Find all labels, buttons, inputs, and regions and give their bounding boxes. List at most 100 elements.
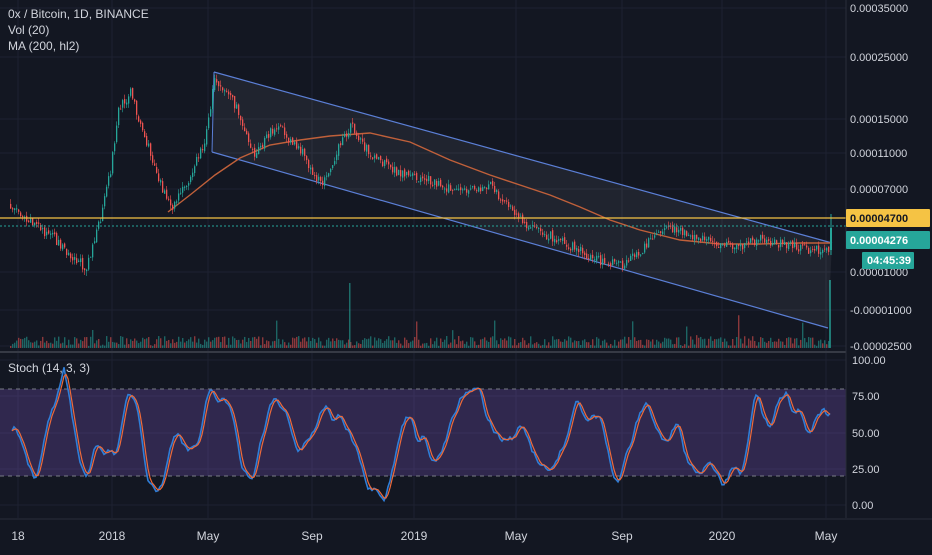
candle-body	[714, 243, 716, 245]
candle-body	[14, 208, 16, 211]
volume-bar	[492, 336, 494, 348]
volume-bar	[162, 345, 164, 348]
volume-bar	[166, 340, 168, 348]
volume-bar	[346, 342, 348, 348]
candle-body	[564, 237, 566, 244]
volume-bar	[590, 345, 592, 348]
candle-body	[414, 174, 416, 176]
candle-body	[602, 258, 604, 265]
volume-bar	[626, 343, 628, 348]
volume-bar	[822, 343, 824, 348]
volume-bar	[674, 343, 676, 348]
volume-bar	[514, 339, 516, 348]
volume-bar	[138, 343, 140, 348]
candle-body	[516, 213, 518, 215]
volume-bar	[50, 342, 52, 348]
candle-body	[426, 178, 428, 182]
candle-body	[456, 188, 458, 190]
volume-bar	[756, 345, 758, 348]
volume-bar	[56, 340, 58, 348]
candle-body	[188, 183, 190, 186]
candle-body	[584, 252, 586, 256]
candle-body	[244, 127, 246, 132]
volume-bar	[596, 337, 598, 348]
volume-bar	[800, 339, 802, 348]
volume-bar	[90, 336, 92, 348]
volume-bar	[98, 338, 100, 348]
candle-body	[208, 117, 210, 129]
stoch-title[interactable]: Stoch (14, 3, 3)	[8, 361, 91, 375]
candle-body	[794, 242, 796, 247]
volume-bar	[706, 345, 708, 348]
volume-bar	[634, 337, 636, 348]
candle-body	[408, 170, 410, 176]
volume-bar	[680, 345, 682, 348]
volume-bar	[540, 345, 542, 348]
candle-body	[806, 245, 808, 248]
candle-body	[622, 260, 624, 269]
candle-body	[234, 96, 236, 109]
volume-bar	[68, 339, 70, 348]
current-price-label-bg	[846, 231, 930, 249]
volume-bar	[144, 339, 146, 348]
candle-body	[632, 253, 634, 256]
descending-channel-drawing[interactable]	[211, 71, 833, 329]
candle-body	[124, 99, 126, 104]
volume-bar	[152, 345, 154, 348]
volume-bar	[248, 337, 250, 348]
volume-bar	[404, 337, 406, 348]
candle-body	[258, 146, 260, 155]
candle-body	[674, 226, 676, 233]
candle-body	[254, 147, 256, 157]
candle-body	[92, 244, 94, 258]
candle-body	[52, 232, 54, 235]
candle-body	[452, 189, 454, 191]
volume-bar	[66, 345, 68, 348]
candle-body	[778, 244, 780, 248]
candle-body	[518, 213, 520, 218]
volume-bar	[316, 342, 318, 348]
candle-body	[738, 244, 740, 246]
candle-body	[110, 174, 112, 177]
volume-bar	[704, 338, 706, 348]
volume-bar	[304, 337, 306, 348]
candle-body	[236, 104, 238, 109]
volume-bar	[460, 341, 462, 348]
candle-body	[782, 240, 784, 244]
price-axis-tick: 0.00015000	[850, 114, 908, 126]
candle-body	[740, 244, 742, 247]
volume-bar	[638, 340, 640, 348]
candle-body	[490, 181, 492, 185]
candle-body	[430, 176, 432, 185]
volume-bar	[252, 337, 254, 348]
volume-bar	[812, 337, 814, 348]
volume-bar	[364, 338, 366, 348]
candle-body	[810, 250, 812, 254]
volume-bar	[218, 336, 220, 348]
symbol-title[interactable]: 0x / Bitcoin, 1D, BINANCE	[8, 7, 149, 21]
volume-bar	[202, 344, 204, 348]
volume-bar	[500, 338, 502, 348]
volume-bar	[366, 339, 368, 348]
horizontal-lines[interactable]	[0, 217, 846, 227]
candle-body	[64, 243, 66, 248]
volume-bar	[374, 337, 376, 348]
volume-bar	[126, 338, 128, 348]
volume-bar	[624, 336, 626, 348]
candle-body	[578, 249, 580, 253]
candle-body	[148, 143, 150, 147]
time-axis-panel	[0, 520, 932, 550]
candle-body	[202, 149, 204, 151]
volume-bar	[140, 341, 142, 348]
candle-body	[776, 240, 778, 244]
volume-legend[interactable]: Vol (20)	[8, 23, 50, 37]
volume-bar	[204, 339, 206, 348]
ma-legend[interactable]: MA (200, hl2)	[8, 39, 80, 53]
volume-bar	[776, 341, 778, 348]
volume-bar	[829, 280, 831, 348]
volume-bar	[486, 340, 488, 348]
volume-bar	[654, 344, 656, 348]
candle-body	[486, 187, 488, 190]
